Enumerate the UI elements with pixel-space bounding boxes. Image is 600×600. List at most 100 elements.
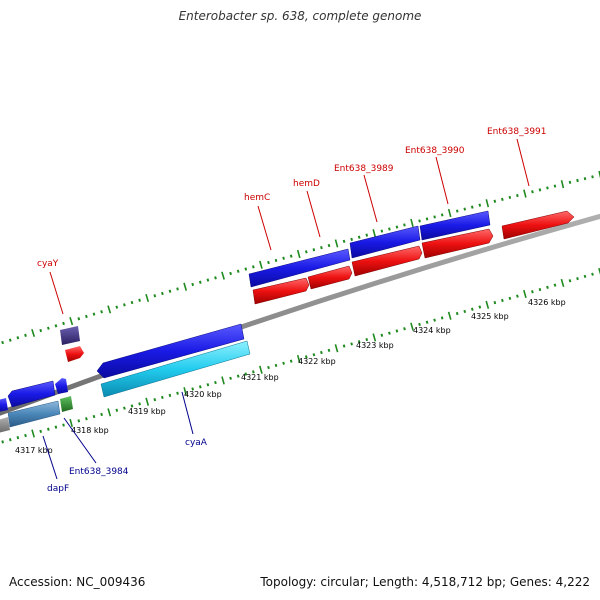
gene-red-cyaY[interactable] xyxy=(65,346,84,362)
minor-tick xyxy=(342,239,346,243)
major-tick xyxy=(221,271,225,280)
minor-tick xyxy=(478,305,482,309)
minor-tick xyxy=(176,287,179,291)
minor-tick xyxy=(39,328,43,333)
minor-tick xyxy=(191,282,195,287)
gene-red-hemD[interactable] xyxy=(307,265,353,290)
minor-tick xyxy=(365,233,369,237)
minor-tick xyxy=(440,213,444,217)
minor-tick xyxy=(206,383,210,387)
gene-label-cyaA[interactable]: cyaA xyxy=(185,438,208,448)
gene-label-cyaY[interactable]: cyaY xyxy=(37,259,59,269)
minor-tick xyxy=(501,298,504,303)
minor-tick xyxy=(493,301,497,305)
minor-tick xyxy=(546,186,549,190)
minor-tick xyxy=(176,391,179,395)
upper-tick-track xyxy=(1,170,600,345)
minor-tick xyxy=(395,225,399,229)
minor-tick xyxy=(568,279,572,283)
gene-label-Ent638_3991[interactable]: Ent638_3991 xyxy=(487,127,547,137)
minor-tick xyxy=(8,438,12,442)
minor-tick xyxy=(168,289,172,293)
gene-blue-Ent638_3989[interactable] xyxy=(419,210,491,241)
gene-navy-cyaY[interactable] xyxy=(60,326,80,345)
minor-tick xyxy=(395,329,399,333)
major-tick xyxy=(410,322,414,331)
minor-tick xyxy=(236,269,240,273)
forward-genes xyxy=(60,210,575,362)
kbp-label: 4319 kbp xyxy=(128,407,166,416)
minor-tick xyxy=(138,298,141,302)
minor-tick xyxy=(531,190,534,194)
minor-tick xyxy=(470,205,474,209)
minor-tick xyxy=(85,417,88,421)
major-tick xyxy=(31,328,36,338)
gene-grey-dapF[interactable] xyxy=(0,417,10,433)
minor-tick xyxy=(244,372,248,376)
map-title: Enterobacter sp. 638, complete genome xyxy=(178,9,422,23)
minor-tick xyxy=(153,398,157,402)
gene-label-Ent638_3990[interactable]: Ent638_3990 xyxy=(405,146,465,156)
kbp-label: 4318 kbp xyxy=(71,426,109,435)
minor-tick xyxy=(229,271,232,276)
minor-tick xyxy=(357,340,361,344)
gene-label-Ent638_3989[interactable]: Ent638_3989 xyxy=(334,164,394,174)
minor-tick xyxy=(501,197,504,201)
minor-tick xyxy=(463,309,467,313)
major-tick xyxy=(485,199,490,208)
minor-tick xyxy=(24,433,27,438)
minor-tick xyxy=(62,321,65,326)
minor-tick xyxy=(440,316,444,320)
minor-tick xyxy=(576,277,579,281)
major-tick xyxy=(560,278,565,288)
minor-tick xyxy=(425,217,429,221)
leader-line xyxy=(435,156,449,205)
minor-tick xyxy=(282,256,285,260)
gene-red-Ent638_3989[interactable] xyxy=(351,245,423,277)
minor-tick xyxy=(161,291,164,296)
gene-red-Ent638_3991[interactable] xyxy=(501,210,575,240)
gene-blue-hemD[interactable] xyxy=(349,225,421,259)
major-tick xyxy=(334,239,339,248)
minor-tick xyxy=(365,338,369,342)
minor-tick xyxy=(516,294,519,298)
minor-tick xyxy=(388,227,391,231)
minor-tick xyxy=(312,353,316,357)
minor-tick xyxy=(282,361,285,365)
major-tick xyxy=(107,305,112,314)
major-tick xyxy=(31,429,35,438)
gene-red-hemC[interactable] xyxy=(252,277,310,305)
minor-tick xyxy=(214,380,217,385)
major-tick xyxy=(372,333,377,342)
major-tick xyxy=(183,387,187,396)
minor-tick xyxy=(198,280,202,284)
gene-blue-small[interactable] xyxy=(55,378,68,394)
minor-tick xyxy=(583,274,587,278)
gene-label-Ent638_3984[interactable]: Ent638_3984 xyxy=(69,467,129,477)
gene-blue-cyaA[interactable] xyxy=(96,323,245,379)
gene-steel-Ent638_3984[interactable] xyxy=(7,400,61,428)
major-tick xyxy=(296,354,301,364)
leader-line xyxy=(181,391,194,435)
gene-label-dapF[interactable]: dapF xyxy=(47,484,69,494)
gene-blue-left[interactable] xyxy=(7,380,56,408)
minor-tick xyxy=(123,303,126,307)
minor-tick xyxy=(455,311,459,316)
kbp-label: 4320 kbp xyxy=(184,390,222,399)
minor-tick xyxy=(342,344,346,348)
gene-red-Ent638_3990[interactable] xyxy=(421,228,494,259)
gene-label-hemD[interactable]: hemD xyxy=(293,179,320,189)
kbp-label: 4317 kbp xyxy=(15,446,53,455)
minor-tick xyxy=(153,294,157,298)
gene-blue-edge[interactable] xyxy=(0,398,8,412)
gene-blue-hemC[interactable] xyxy=(248,248,351,288)
lower-tick-track xyxy=(1,267,600,444)
major-tick xyxy=(259,260,263,269)
accession-text: Accession: NC_009436 xyxy=(9,575,146,589)
gene-green-Ent638_3984[interactable] xyxy=(60,396,73,412)
leader-line xyxy=(42,435,58,480)
gene-label-hemC[interactable]: hemC xyxy=(244,193,270,203)
minor-tick xyxy=(274,363,278,368)
gene-cyan-cyaA[interactable] xyxy=(100,340,251,398)
